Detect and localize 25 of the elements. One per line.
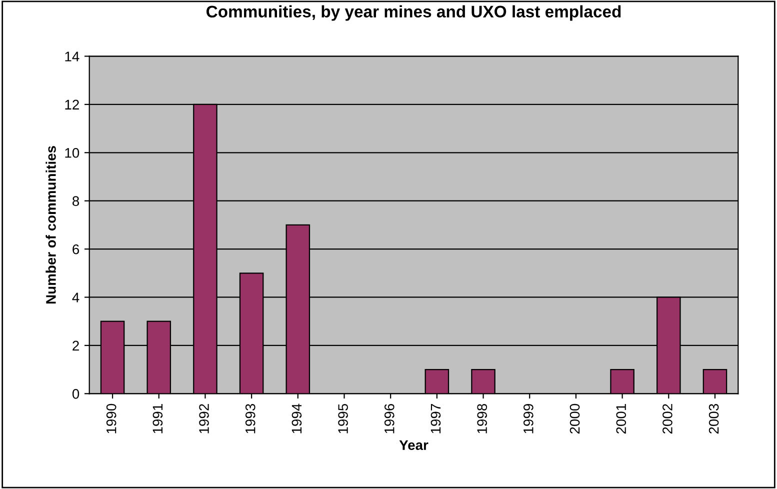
y-tick-label: 0 xyxy=(72,388,80,399)
x-tick-label: 1991 xyxy=(152,404,163,434)
y-axis-title: Number of communities xyxy=(46,146,56,304)
y-tick-label: 6 xyxy=(72,244,80,254)
chart-title: Communities, by year mines and UXO last emplaced xyxy=(206,5,621,21)
x-tick-label: 2002 xyxy=(662,404,672,434)
y-tick-label: 10 xyxy=(65,148,80,158)
x-tick-label: 2001 xyxy=(616,404,626,434)
x-tick-label: 1996 xyxy=(384,404,394,434)
y-tick-label: 12 xyxy=(65,100,79,110)
x-tick-label: 1990 xyxy=(106,404,116,434)
y-tick-label: 4 xyxy=(72,292,80,302)
x-tick-label: 1994 xyxy=(292,404,302,434)
y-tick-label: 2 xyxy=(72,340,79,350)
x-axis-title: Year xyxy=(399,440,428,450)
x-tick-label: 2003 xyxy=(708,404,719,434)
x-tick-label: 1995 xyxy=(338,404,348,434)
x-tick-label: 1998 xyxy=(477,404,487,434)
x-tick-label: 1992 xyxy=(199,404,209,434)
x-tick-label: 1993 xyxy=(245,404,256,434)
x-tick-label: 2000 xyxy=(570,404,580,434)
y-tick-label: 14 xyxy=(65,52,80,62)
y-tick-label: 8 xyxy=(72,196,80,206)
x-tick-label: 1999 xyxy=(524,404,534,434)
x-tick-label: 1997 xyxy=(430,404,441,434)
